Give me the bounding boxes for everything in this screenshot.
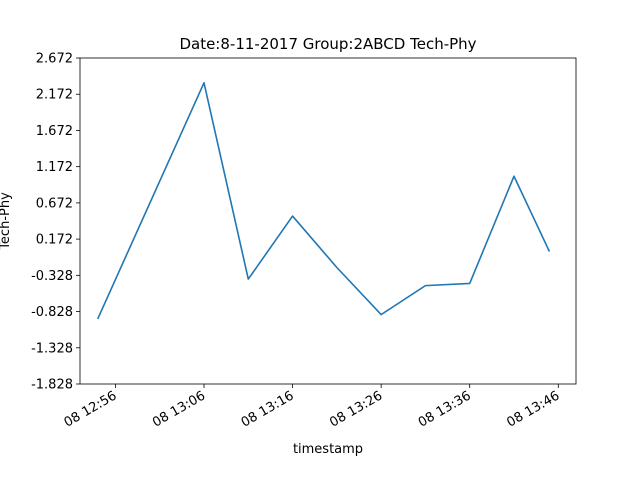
y-tick-label: 1.672 xyxy=(36,124,73,139)
y-tick-label: 0.672 xyxy=(36,196,73,211)
series-line-0 xyxy=(96,81,551,320)
y-tick-label: 2.172 xyxy=(36,88,73,103)
data-point-0-8 xyxy=(513,175,515,177)
data-point-0-4 xyxy=(336,267,338,269)
data-point-0-9 xyxy=(549,251,551,253)
data-point-0-6 xyxy=(425,285,427,287)
y-tick-label: 0.172 xyxy=(36,233,73,248)
chart-title: Date:8-11-2017 Group:2ABCD Tech-Phy xyxy=(179,35,476,53)
y-tick-label: -0.828 xyxy=(31,305,73,320)
y-tick-label: 2.672 xyxy=(36,52,73,67)
y-tick-label: 1.172 xyxy=(36,160,73,175)
axes-frame xyxy=(79,57,577,385)
y-tick-label: -1.328 xyxy=(31,341,73,356)
data-point-0-3 xyxy=(292,215,294,217)
data-point-0-7 xyxy=(469,283,471,285)
y-axis-title: Tech-Phy xyxy=(0,192,13,251)
data-point-0-2 xyxy=(247,278,249,280)
data-point-0-5 xyxy=(380,314,382,316)
x-axis-title: timestamp xyxy=(293,442,363,457)
data-point-0-0 xyxy=(97,318,99,320)
y-tick-label: -0.328 xyxy=(31,269,73,284)
y-tick-label: -1.828 xyxy=(31,378,73,393)
data-point-0-1 xyxy=(203,82,205,84)
